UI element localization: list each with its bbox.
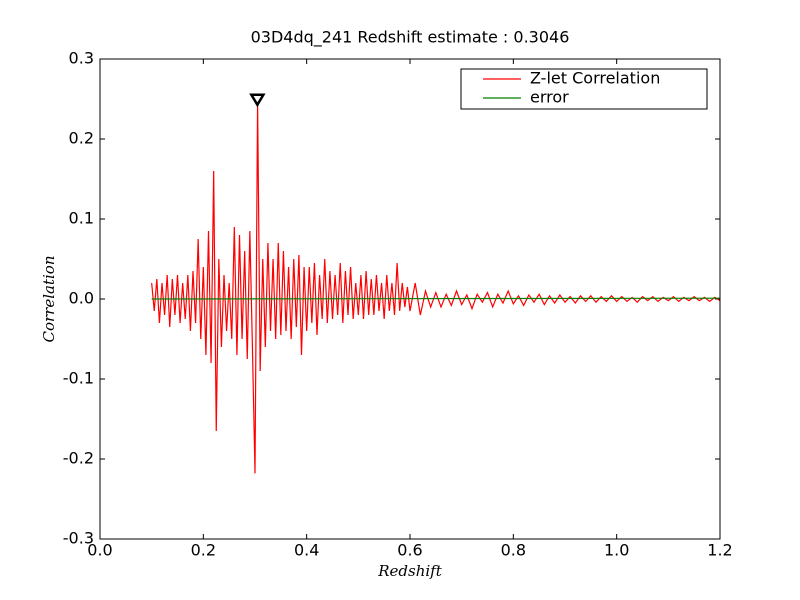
- x-tick-label: 0.2: [191, 541, 216, 560]
- x-axis-label: Redshift: [377, 562, 442, 580]
- x-tick-label: 0.4: [294, 541, 319, 560]
- y-tick-label: 0.1: [69, 209, 94, 228]
- x-tick-label: 1.2: [707, 541, 732, 560]
- x-tick-label: 0.6: [397, 541, 422, 560]
- plot-frame: [99, 58, 721, 540]
- data-line: [151, 102, 721, 474]
- legend-box: [460, 68, 708, 110]
- peak-marker: [249, 93, 266, 108]
- chart-title: 03D4dq_241 Redshift estimate : 0.3046: [251, 28, 570, 48]
- y-tick-label: 0.0: [69, 289, 94, 308]
- y-tick-label: 0.3: [69, 49, 94, 68]
- y-tick-label: -0.2: [63, 449, 94, 468]
- x-tick-label: 0.8: [501, 541, 526, 560]
- legend-label: error: [530, 88, 569, 107]
- y-tick-label: -0.3: [63, 529, 94, 548]
- y-tick-label: 0.2: [69, 129, 94, 148]
- legend-label: Z-let Correlation: [530, 69, 660, 88]
- y-axis-label: Correlation: [40, 256, 58, 343]
- x-tick-label: 1.0: [604, 541, 629, 560]
- data-line: [151, 297, 721, 300]
- x-tick-label: 0.0: [87, 541, 112, 560]
- y-tick-label: -0.1: [63, 369, 94, 388]
